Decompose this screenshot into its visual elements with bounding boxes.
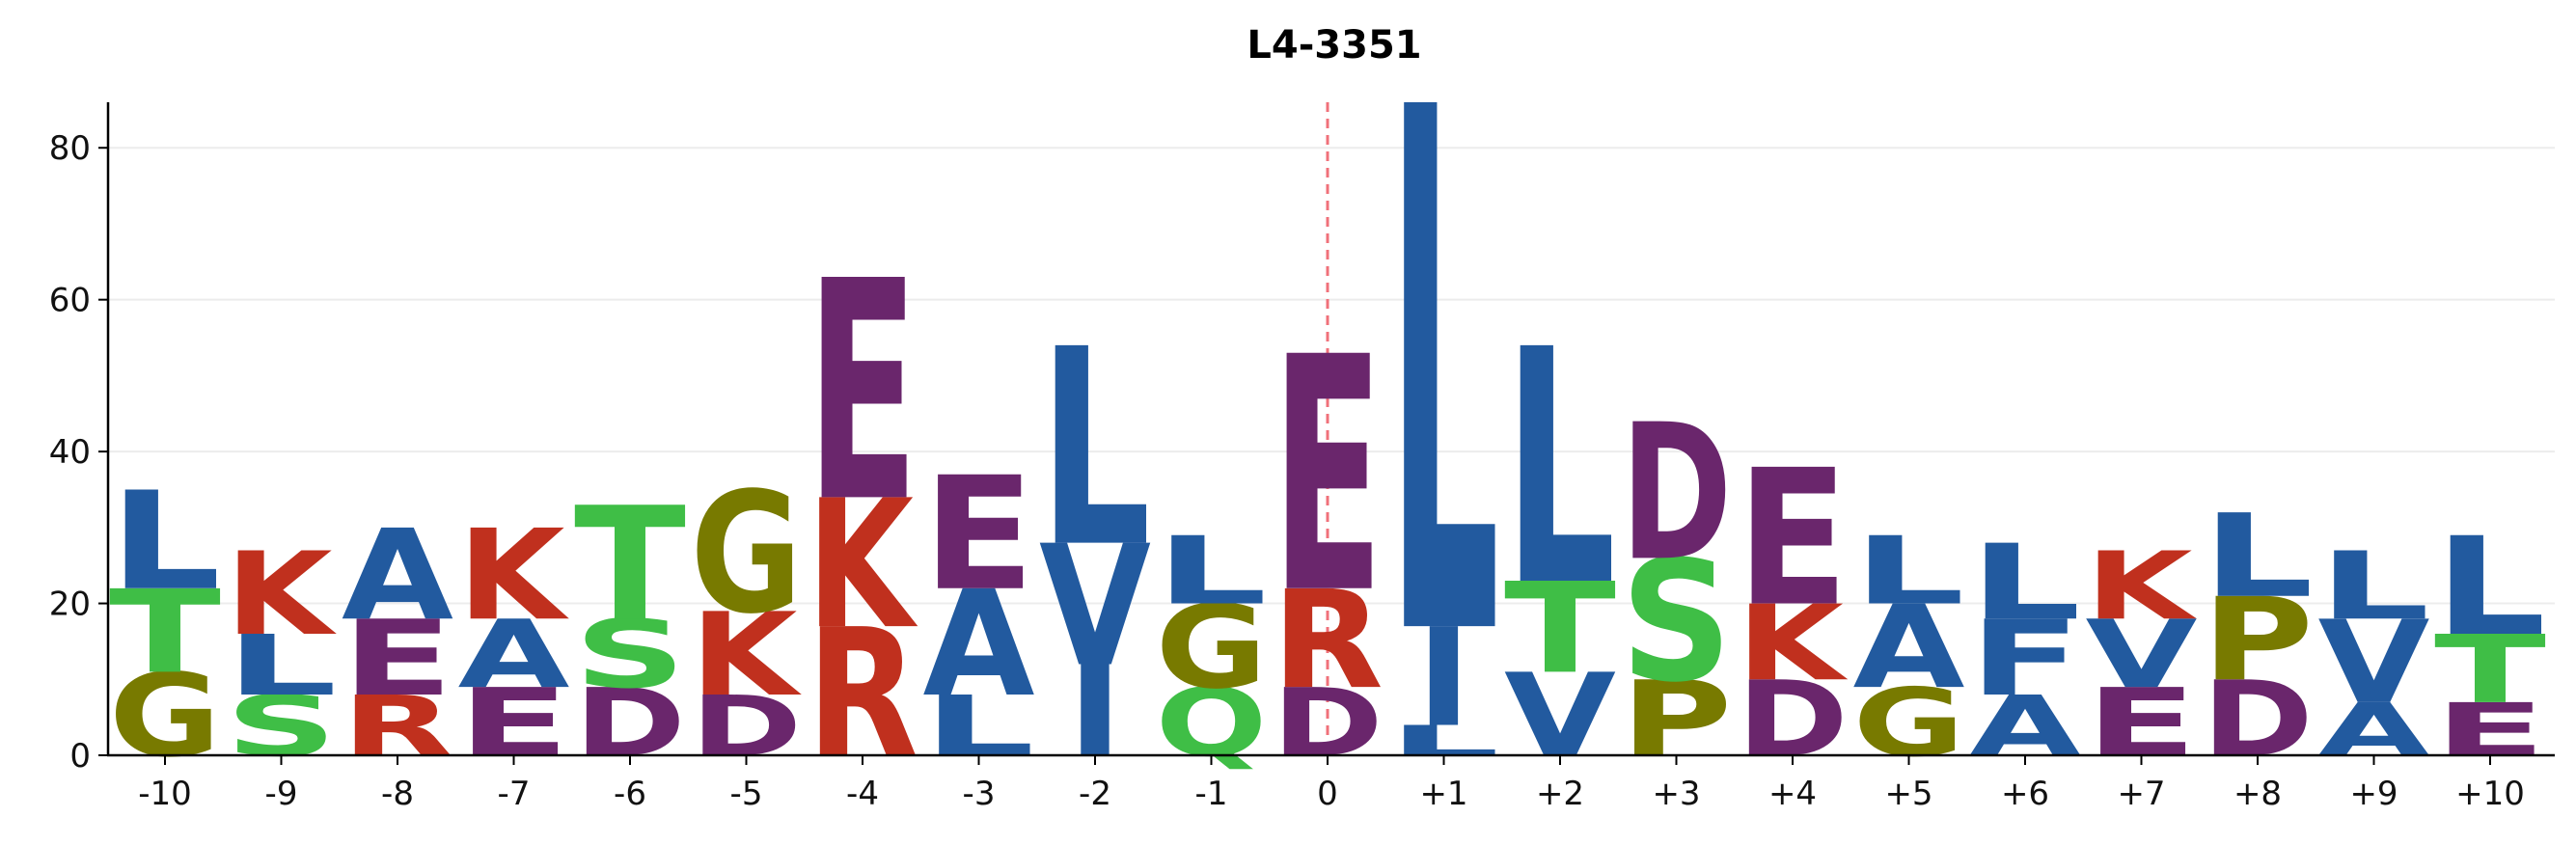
logo-letter-pos-9-1-L: L xyxy=(226,617,338,715)
logo-letter-pos-7-2-K: K xyxy=(458,504,569,649)
x-tick-label: 0 xyxy=(1317,775,1338,813)
logo-letter-pos+3-2-D: D xyxy=(1621,384,1733,602)
logo-letter-pos-3-1-A: A xyxy=(923,559,1035,729)
x-tick-label: -8 xyxy=(381,775,414,813)
x-tick-label: +1 xyxy=(1419,775,1467,813)
logo-letter-pos+1-2-L: L xyxy=(1388,0,1500,796)
logo-letter-pos-5-1-K: K xyxy=(691,589,802,722)
x-tick-label: -10 xyxy=(138,775,192,813)
y-tick-label: 40 xyxy=(49,433,91,472)
logo-letter-pos0-2-E: E xyxy=(1272,289,1384,666)
logo-letter-pos+9-1-V: V xyxy=(2318,595,2430,729)
logo-letter-pos+3-1-S: S xyxy=(1621,526,1733,720)
y-tick-label: 80 xyxy=(49,129,91,168)
logo-letter-pos+5-2-L: L xyxy=(1853,517,1965,626)
x-tick-label: +7 xyxy=(2117,775,2165,813)
logo-letter-pos-6-2-T: T xyxy=(574,475,686,656)
y-tick-label: 20 xyxy=(49,586,91,624)
y-tick-label: 60 xyxy=(49,282,91,320)
logo-letter-pos+7-1-V: V xyxy=(2086,600,2198,709)
x-axis-ticks: -10 -9 -8 -7 -6 -5 -4 -3 -2 -1 0 +1 +2 +3 +4 +5 +6 +7 +8 +9… xyxy=(138,755,2525,813)
gridlines xyxy=(108,147,2555,605)
logo-letter-pos+1-1-I: I xyxy=(1416,599,1472,757)
axes xyxy=(106,102,2555,757)
x-tick-label: -9 xyxy=(265,775,298,813)
x-tick-label: -7 xyxy=(498,775,531,813)
logo-letter-pos-9-2-K: K xyxy=(226,529,337,662)
logo-letter-pos-7-1-A: A xyxy=(458,600,570,709)
logo-letter-pos+6-1-F: F xyxy=(1969,598,2081,720)
x-tick-label: +9 xyxy=(2349,775,2398,813)
x-tick-label: +2 xyxy=(1536,775,1584,813)
x-tick-label: +3 xyxy=(1652,775,1700,813)
y-axis-ticks: 0 20 40 60 80 xyxy=(49,129,108,776)
logo-letter-pos-1-1-G: G xyxy=(1156,581,1268,714)
logo-letter-pos0-1-R: R xyxy=(1272,562,1384,720)
logo-letter-pos-4-1-K: K xyxy=(807,462,918,668)
logo-letter-pos-8-1-E: E xyxy=(342,598,453,720)
logo-letter-pos+10-2-L: L xyxy=(2434,508,2546,666)
x-tick-label: +6 xyxy=(2001,775,2049,813)
logo-letter-pos+9-2-L: L xyxy=(2318,532,2430,641)
logo-letter-pos-2-1-V: V xyxy=(1039,510,1151,704)
x-tick-label: -4 xyxy=(846,775,879,813)
x-tick-label: +8 xyxy=(2233,775,2282,813)
logo-letter-pos-10-1-T: T xyxy=(109,565,221,698)
logo-letter-pos+5-1-A: A xyxy=(1853,580,1965,714)
x-tick-label: -2 xyxy=(1079,775,1111,813)
x-tick-label: +10 xyxy=(2455,775,2525,813)
logo-letter-pos-4-2-E: E xyxy=(807,218,918,569)
x-tick-label: +5 xyxy=(1884,775,1932,813)
logo-letter-pos+4-1-K: K xyxy=(1737,583,1849,704)
logo-letter-pos+2-2-L: L xyxy=(1504,281,1616,657)
logo-letter-pos-2-2-L: L xyxy=(1039,291,1151,608)
logo-letter-pos+8-2-L: L xyxy=(2202,490,2314,623)
x-tick-label: -3 xyxy=(963,775,996,813)
x-tick-label: -1 xyxy=(1195,775,1228,813)
logo-letter-pos+8-1-P: P xyxy=(2202,573,2314,706)
logo-letter-pos-5-2-G: G xyxy=(691,458,803,651)
logo-letter-pos+10-1-T: T xyxy=(2434,614,2546,724)
logo-letter-pos+4-2-E: E xyxy=(1737,431,1849,649)
logo-letter-pos-6-1-S: S xyxy=(574,601,686,710)
logo-letter-pos-10-2-L: L xyxy=(109,463,221,620)
logo-letter-pos+6-2-L: L xyxy=(1969,523,2081,644)
logo-letter-pos-3-2-E: E xyxy=(923,444,1035,625)
logo-letter-pos-8-2-A: A xyxy=(342,504,453,649)
logo-letter-pos-1-2-L: L xyxy=(1156,517,1268,626)
x-tick-label: +4 xyxy=(1768,775,1817,813)
x-tick-label: -6 xyxy=(614,775,646,813)
chart-title: L4-3351 xyxy=(1247,23,1421,68)
x-tick-label: -5 xyxy=(730,775,763,813)
y-tick-label: 0 xyxy=(69,737,91,776)
logo-letter-pos+2-1-T: T xyxy=(1504,556,1616,701)
logo-letter-pos+7-2-K: K xyxy=(2086,532,2198,641)
